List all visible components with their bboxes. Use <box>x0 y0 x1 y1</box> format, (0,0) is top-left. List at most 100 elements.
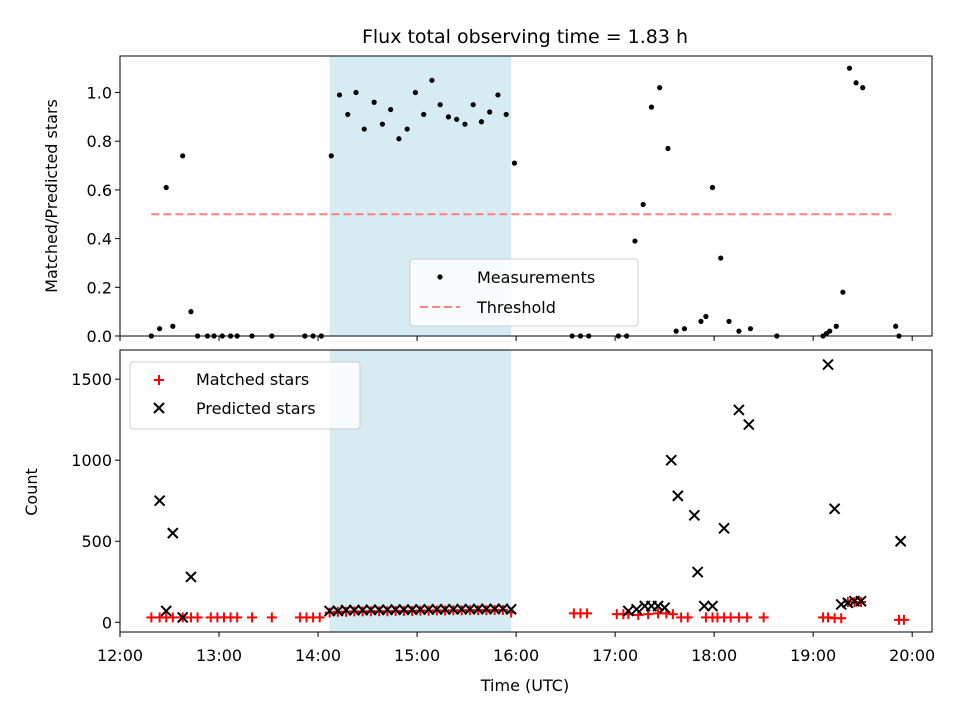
x-tick-label: 19:00 <box>790 646 836 665</box>
matched-star-point <box>266 612 277 623</box>
ratio-y-tick-label: 0.2 <box>87 278 112 297</box>
measurement-point <box>709 184 716 191</box>
matched-star-point <box>758 612 769 623</box>
predicted-star-point <box>855 595 867 607</box>
measurement-point <box>503 111 509 118</box>
measurement-point <box>726 318 732 324</box>
matched-star-point <box>232 612 243 623</box>
measurement-point <box>379 121 386 127</box>
measurement-point <box>681 326 688 332</box>
measurement-point <box>429 77 435 83</box>
legend-threshold-label: Threshold <box>476 298 556 317</box>
measurement-point <box>487 109 493 115</box>
count-panel-frame <box>119 349 933 633</box>
matched-star-point <box>682 612 693 623</box>
x-tick-label: 20:00 <box>889 646 935 665</box>
measurement-point <box>846 65 853 71</box>
matched-star-point <box>742 612 753 623</box>
count-y-tick-label: 1000 <box>71 451 112 470</box>
predicted-star-point <box>373 604 385 616</box>
predicted-star-point <box>389 603 402 616</box>
predicted-star-point <box>630 603 643 616</box>
measurement-point <box>736 328 742 334</box>
measurement-point <box>840 289 846 295</box>
predicted-star-point <box>455 603 468 615</box>
measurement-point <box>495 92 501 98</box>
predicted-star-point <box>698 600 710 612</box>
matched-star-point <box>643 609 654 620</box>
ratio-y-ticks: 0.0 0.2 0.4 0.6 0.8 1.0 <box>87 84 120 346</box>
ratio-panel-frame <box>119 55 933 337</box>
measurement-point <box>188 309 194 315</box>
ratio-y-tick-label: 0.6 <box>87 181 112 200</box>
predicted-star-point <box>835 598 847 611</box>
ratio-y-tick-label: 0.8 <box>87 132 112 151</box>
x-tick-label: 13:00 <box>196 646 242 665</box>
predicted-star-point <box>464 603 476 615</box>
predicted-star-point <box>822 358 834 371</box>
predicted-star-point <box>472 603 484 615</box>
predicted-star-point <box>652 600 664 612</box>
predicted-star-point <box>398 603 410 616</box>
matched-star-point <box>167 612 178 623</box>
x-tick-label: 12:00 <box>97 646 143 665</box>
matched-star-point <box>582 608 593 619</box>
predicted-star-point <box>177 611 189 624</box>
measurement-point <box>445 114 452 120</box>
measurement-point <box>648 104 655 110</box>
measurement-point <box>361 126 367 132</box>
measurement-point <box>170 323 176 329</box>
predicted-star-point <box>439 603 451 616</box>
measurement-point <box>437 102 443 108</box>
x-axis-label: Time (UTC) <box>480 676 569 695</box>
measurement-point <box>396 136 402 142</box>
predicted-star-point <box>480 603 493 615</box>
count-panel: 0 500 1000 1500 12:00 13:00 14:00 15:00 16:00 17… <box>22 349 935 695</box>
ratio-y-tick-label: 0.4 <box>87 230 112 249</box>
predicted-star-point <box>185 571 197 583</box>
count-legend: Matched stars Predicted stars <box>129 361 361 430</box>
matched-star-point <box>192 612 203 623</box>
ratio-legend-box <box>409 258 639 327</box>
measurement-point <box>827 328 833 334</box>
predicted-star-point <box>505 603 517 616</box>
matched-star-point <box>314 612 325 623</box>
measurement-point <box>632 238 638 244</box>
predicted-star-point <box>665 454 677 466</box>
measurement-point <box>657 85 663 91</box>
ratio-legend: Measurements Threshold <box>409 258 639 327</box>
measurement-point <box>673 328 679 334</box>
ratio-y-tick-label: 0.0 <box>87 327 112 346</box>
matched-star-point <box>836 613 847 624</box>
count-y-tick-label: 1500 <box>71 370 112 389</box>
predicted-star-point <box>167 527 179 539</box>
count-legend-box <box>129 361 361 430</box>
predicted-star-point <box>894 535 907 547</box>
predicted-star-point <box>153 495 166 507</box>
predicted-star-point <box>718 522 730 534</box>
predicted-star-point <box>406 603 418 616</box>
measurement-point <box>747 326 754 332</box>
legend-predicted-label: Predicted stars <box>196 399 316 418</box>
predicted-star-point <box>160 605 172 617</box>
measurement-point <box>421 111 427 118</box>
predicted-star-point <box>691 566 704 578</box>
predicted-star-point <box>672 490 684 502</box>
count-y-tick-label: 500 <box>81 532 112 551</box>
measurement-point <box>180 153 186 159</box>
predicted-star-point <box>743 418 755 431</box>
measurement-point <box>404 126 410 132</box>
measurement-point <box>698 318 704 324</box>
measurement-point <box>328 153 334 159</box>
measurement-point <box>454 116 460 122</box>
measurement-point <box>353 89 359 96</box>
predicted-star-point <box>706 600 719 612</box>
measurement-point <box>462 121 468 127</box>
predicted-star-point <box>381 604 394 616</box>
measurement-point <box>511 160 518 166</box>
ratio-y-axis-label: Matched/Predicted stars <box>42 99 61 293</box>
measurement-point <box>336 92 343 98</box>
chart-title: Flux total observing time = 1.83 h <box>362 26 688 48</box>
measurement-point <box>478 119 485 125</box>
